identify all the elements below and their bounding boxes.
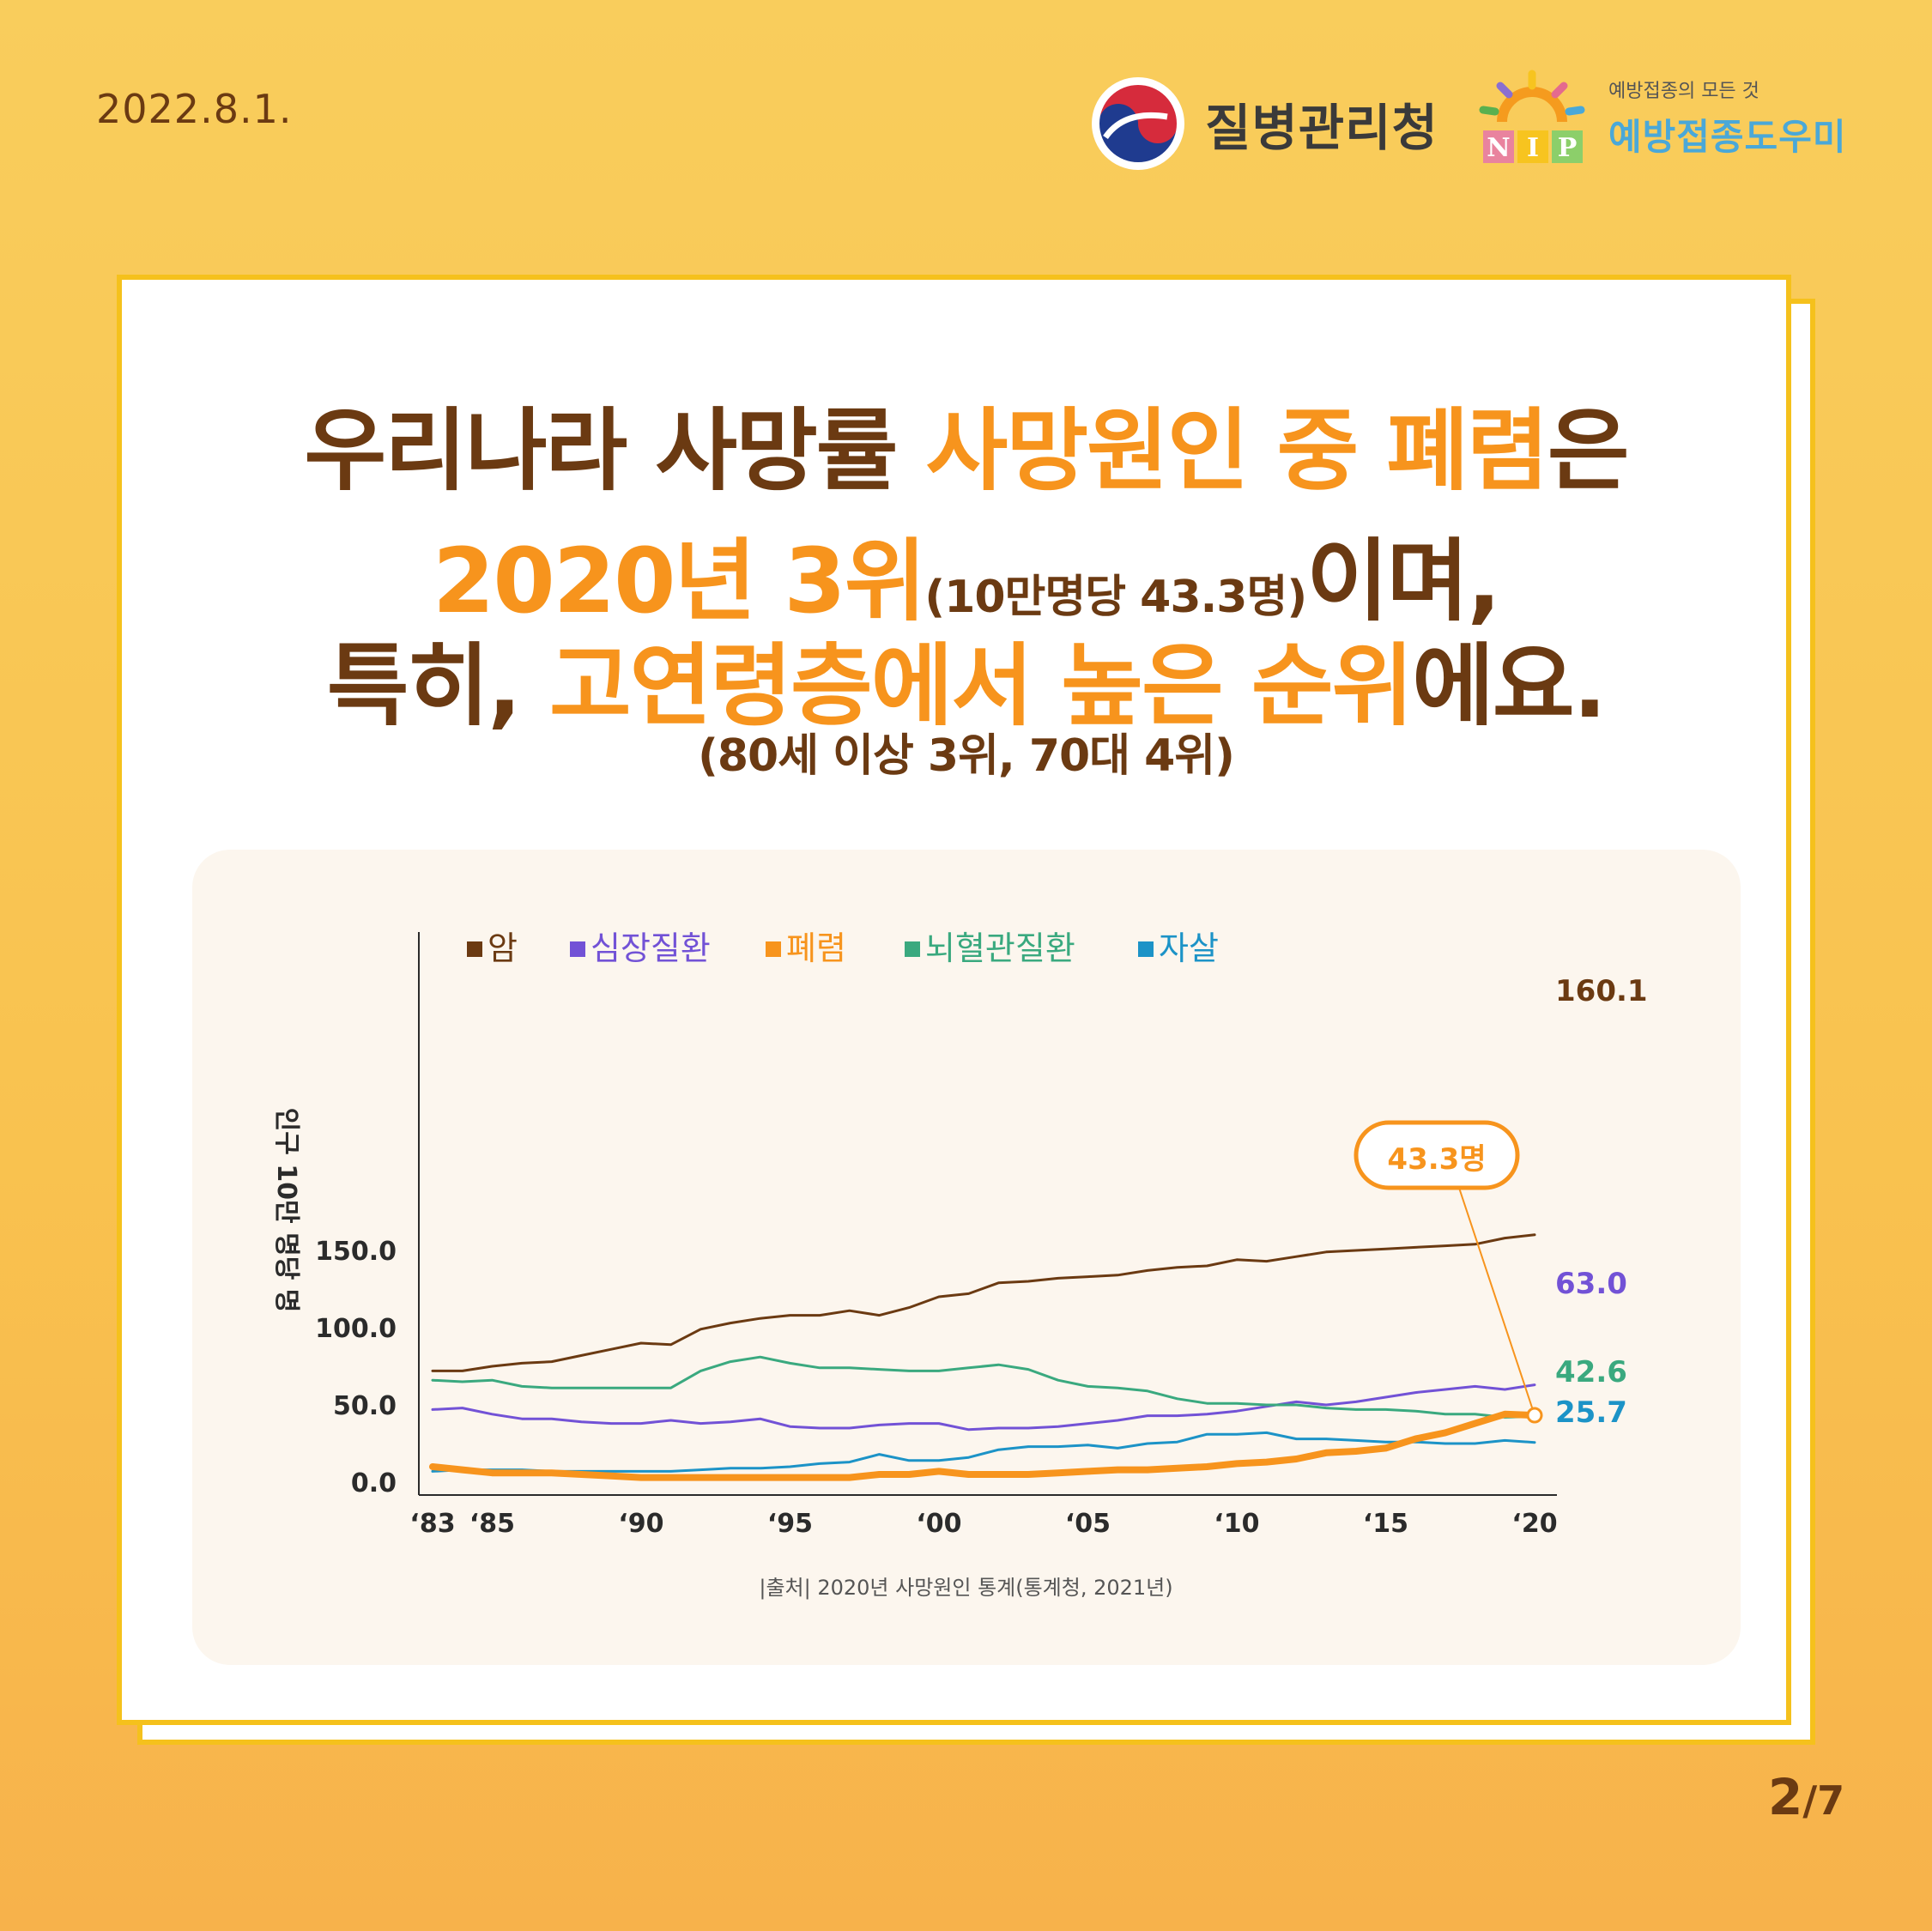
- legend-swatch: [467, 941, 482, 957]
- x-tick-label: ‘15: [1363, 1509, 1408, 1539]
- end-value-label: 63.0: [1555, 1267, 1627, 1301]
- series-line: [431, 1383, 1536, 1432]
- chart-panel: 0.0 50.0 100.0 150.0 ‘83 ‘85 ‘90 ‘95 ‘00 ‘05 ‘10 ‘1…: [192, 850, 1741, 1665]
- legend-label: 암: [488, 929, 518, 967]
- x-tick-label: ‘05: [1065, 1509, 1111, 1539]
- headline-3a: 특히,: [326, 633, 549, 738]
- end-value-label: 160.1: [1555, 974, 1648, 1008]
- nip-name: 예방접종도우미: [1608, 116, 1847, 158]
- headline-2a: 2020년 3위: [433, 529, 926, 633]
- nip-letter-p: P: [1558, 133, 1578, 163]
- legend-swatch: [570, 941, 585, 957]
- headline-line-1: 우리나라 사망률 사망원인 중 폐렴은: [0, 378, 1932, 507]
- headline-line-4: (80세 이상 3위, 70대 4위): [698, 730, 1235, 782]
- nip-letter-i: I: [1527, 133, 1539, 163]
- page-current: 2: [1768, 1768, 1803, 1826]
- headline-1b: 사망원인 중 폐렴: [925, 398, 1549, 503]
- line-chart: 0.0 50.0 100.0 150.0 ‘83 ‘85 ‘90 ‘95 ‘00 ‘05 ‘10 ‘1…: [271, 929, 1648, 1539]
- nip-letter-n: N: [1487, 133, 1510, 163]
- x-tick-label: ‘20: [1511, 1509, 1557, 1539]
- end-value-label: 42.6: [1555, 1355, 1627, 1389]
- legend-swatch: [1138, 941, 1154, 957]
- nip-tagline: 예방접종의 모든 것: [1608, 81, 1759, 102]
- legend-label: 심장질환: [591, 929, 711, 967]
- page-total: /7: [1802, 1777, 1845, 1824]
- series-line: [431, 1355, 1536, 1419]
- pagination: 2/7: [1768, 1768, 1844, 1826]
- legend-label: 폐렴: [786, 929, 846, 967]
- callout-box: [1354, 1120, 1520, 1190]
- headline-line-3: 특히, 고연령층에서 높은 순위에요.: [0, 613, 1932, 742]
- legend-label: 뇌혈관질환: [925, 929, 1075, 967]
- taeguk-icon: [1092, 77, 1184, 170]
- legend-swatch: [905, 941, 920, 957]
- y-tick-label: 150.0: [315, 1237, 397, 1267]
- end-value-label: 25.7: [1555, 1395, 1627, 1430]
- headline-3b: 고연령층에서 높은 순위: [548, 633, 1414, 738]
- x-tick-label: ‘90: [618, 1509, 663, 1539]
- y-tick-label: 50.0: [333, 1391, 397, 1421]
- agency-name: 질병관리청: [1205, 99, 1438, 157]
- series-line: [429, 1410, 1538, 1481]
- x-tick-label: ‘95: [767, 1509, 813, 1539]
- nip-logo: N I P 예방접종의 모든 것 예방접종도우미: [1476, 69, 1846, 167]
- x-tick-label: ‘83: [409, 1509, 455, 1539]
- x-tick-label: ‘85: [469, 1509, 515, 1539]
- date: 2022.8.1.: [96, 86, 293, 132]
- source-note: |출처| 2020년 사망원인 통계(통계청, 2021년): [759, 1576, 1173, 1600]
- series-line: [431, 1233, 1536, 1372]
- nip-sun-icon: N I P: [1479, 70, 1585, 163]
- callout-value: 43.3명: [1387, 1142, 1486, 1177]
- x-tick-label: ‘10: [1214, 1509, 1259, 1539]
- headline-3c: 에요.: [1412, 633, 1607, 738]
- headline-line-2: 2020년 3위(10만명당 43.3명)이며,: [0, 508, 1932, 638]
- series-line: [431, 1431, 1536, 1473]
- kdca-logo: 질병관리청: [1090, 76, 1438, 172]
- legend-label: 자살: [1159, 929, 1219, 967]
- headline-2c: 이며,: [1306, 529, 1501, 633]
- y-tick-label: 100.0: [315, 1314, 397, 1344]
- headline-1a: 우리나라 사망률: [304, 398, 926, 503]
- callout-leader: [1455, 1177, 1535, 1416]
- x-tick-label: ‘00: [916, 1509, 961, 1539]
- y-tick-label: 0.0: [351, 1468, 397, 1498]
- y-axis-title: 인구 10만 명당 명: [271, 1108, 301, 1313]
- headline-1c: 은: [1547, 398, 1630, 503]
- highlight-point: [1526, 1407, 1543, 1424]
- legend-swatch: [766, 941, 781, 957]
- headline-2b: (10만명당 43.3명): [924, 572, 1307, 623]
